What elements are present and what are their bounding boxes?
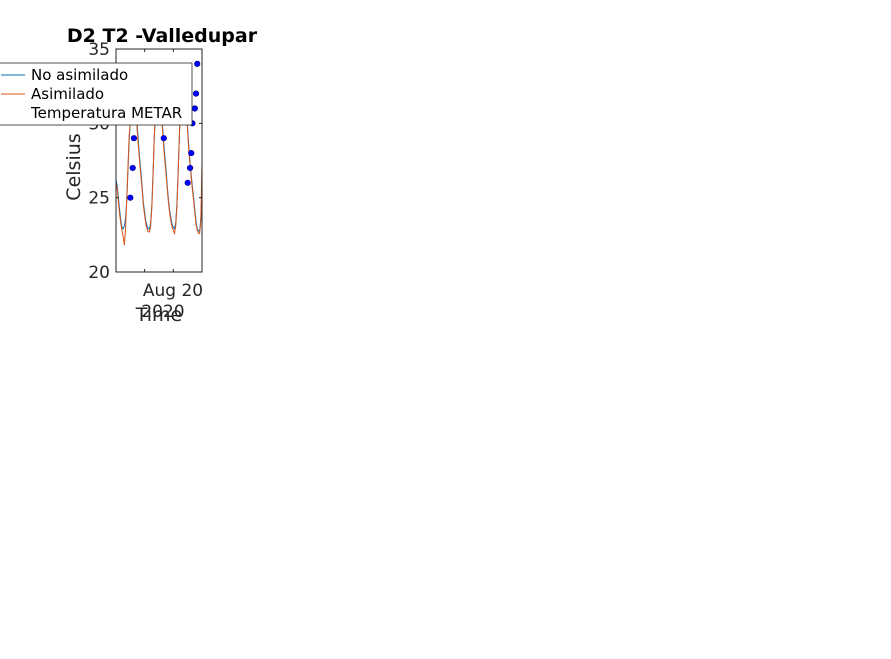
metar-point <box>188 149 195 157</box>
metar-point <box>194 60 201 67</box>
legend-label-no-asimilado: No asimilado <box>31 66 128 84</box>
x-secondary-label: 2020 <box>141 302 184 322</box>
legend-label-temperatura-metar: Temperatura METAR <box>30 104 182 122</box>
metar-point <box>129 164 136 172</box>
metar-point <box>160 135 167 142</box>
chart-title: D2 T2 -Valledupar <box>67 25 258 47</box>
metar-point <box>186 164 194 172</box>
legend-label-asimilado: Asimilado <box>31 85 104 103</box>
axes-frame <box>115 48 203 273</box>
legend: No asimilado Asimilado Temperatura METAR <box>0 62 193 126</box>
x-tick-label: Aug 20 <box>143 281 203 301</box>
metar-point <box>184 179 191 186</box>
metar-point <box>130 135 138 142</box>
metar-point <box>127 194 134 201</box>
y-tick-label: 35 <box>88 40 110 60</box>
metar-point <box>191 105 198 112</box>
y-axis-label: Celsius <box>63 133 85 200</box>
y-tick-label: 20 <box>88 263 110 283</box>
x-axis-label: Time <box>135 304 183 326</box>
metar-point <box>192 90 200 97</box>
legend-box <box>0 62 193 126</box>
y-tick-label: 25 <box>88 189 110 209</box>
